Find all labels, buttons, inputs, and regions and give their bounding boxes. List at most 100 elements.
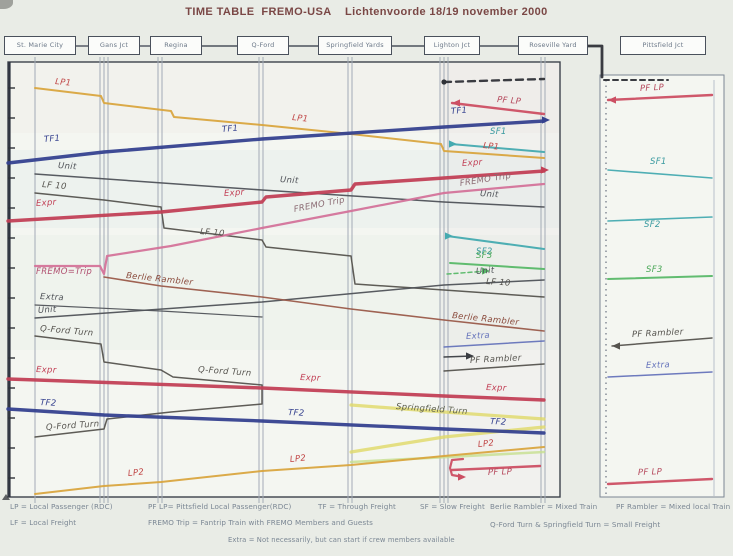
train-label-unit-2: Unit — [475, 265, 495, 277]
train-label-tf2: TF2 — [489, 417, 507, 428]
train-label-sf2-branch: SF2 — [644, 220, 661, 230]
legend-item: PF Rambler = Mixed local Train — [616, 502, 731, 511]
train-label-pf-lp-1: PF LP — [496, 95, 522, 108]
legend-item: LP = Local Passenger (RDC) — [10, 502, 113, 511]
train-arrow-sf3-start — [482, 267, 490, 275]
train-lf10 — [34, 192, 545, 298]
scan-tint — [9, 63, 559, 133]
train-label-expr-1: Expr — [35, 197, 57, 209]
train-label-lp1: LP1 — [482, 141, 500, 153]
station-box: Springfield Yards — [318, 36, 392, 55]
station-label: Springfield Yards — [326, 41, 384, 50]
legend-item: TF = Through Freight — [318, 502, 396, 511]
train-label-fremo-trip: FREMO=Trip — [36, 267, 93, 277]
scan-corner-mark — [2, 494, 10, 500]
train-sf3-branch — [607, 275, 713, 280]
train-label-lp2: LP2 — [477, 438, 495, 450]
train-label-lf10: LF 10 — [41, 180, 68, 193]
train-label-pf-lp-branch-2: PF LP — [637, 467, 663, 478]
train-label-expr-2: Expr — [299, 373, 321, 384]
train-label-tf2: TF2 — [39, 398, 57, 409]
train-arrow-pf-lp-2-hook — [458, 473, 466, 481]
train-label-tf1: TF1 — [43, 133, 61, 145]
page-title: TIME TABLE FREMO-USA Lichtenvoorde 18/19… — [185, 6, 548, 18]
train-sf2-branch — [607, 216, 713, 222]
train-label-unit-1: Unit — [279, 175, 299, 187]
legend-item: PF LP= Pittsfield Local Passenger(RDC) — [148, 502, 292, 511]
train-label-lp2: LP2 — [289, 453, 307, 465]
train-label-sf1-main: SF1 — [490, 127, 507, 137]
station-box: Pittsfield Jct — [620, 36, 706, 55]
train-lp1 — [34, 87, 545, 159]
train-pf-lp-branch-2 — [606, 477, 714, 486]
legend-item: Q-Ford Turn & Springfield Turn = Small F… — [490, 520, 661, 529]
train-pf-rambler-branch — [611, 337, 713, 347]
station-label: Regina — [164, 41, 188, 50]
train-label-unit-2: Unit — [37, 304, 57, 316]
train-springfield-turn-a — [349, 403, 546, 421]
train-tf1 — [6, 119, 546, 165]
train-light-engine — [442, 77, 546, 84]
legend-item: Extra = Not necessarily, but can start i… — [228, 536, 455, 544]
train-pf-rambler-main — [443, 363, 545, 372]
station-box: Regina — [150, 36, 202, 55]
station-label: Gans Jct — [99, 41, 129, 50]
train-label-expr-1: Expr — [223, 187, 245, 199]
station-box: Lighton Jct — [424, 36, 480, 55]
train-arrow-pf-lp-1 — [452, 99, 460, 107]
train-arrow-pf-lp-branch-1 — [608, 96, 616, 104]
branch-panel — [599, 74, 725, 498]
train-sf1-branch — [607, 169, 713, 179]
train-label-extra-lighton: Extra — [465, 330, 491, 342]
train-label-sf1-branch: SF1 — [650, 157, 667, 167]
train-label-lp1: LP1 — [291, 113, 309, 125]
train-label-unit-1: Unit — [479, 189, 499, 201]
train-label-lp1: LP1 — [54, 77, 72, 89]
legend-item: SF = Slow Freight — [420, 502, 485, 511]
train-pf-lp-1 — [450, 101, 546, 116]
train-expr-2 — [6, 377, 546, 402]
station-box: St. Marie City — [4, 36, 76, 55]
train-label-extra-branch: Extra — [645, 360, 671, 371]
train-arrow-sf2-main — [445, 232, 453, 240]
train-dot-light-engine — [441, 79, 447, 85]
train-pf-lp-branch-1 — [606, 93, 714, 102]
legend-item: Berlie Rambler = Mixed Train — [490, 502, 598, 511]
train-label-expr-1: Expr — [461, 157, 483, 169]
train-arrow-sf1-main — [449, 140, 457, 148]
scan-smudge — [0, 0, 13, 9]
train-extra-branch — [607, 371, 713, 378]
train-label-unit-1: Unit — [57, 161, 77, 173]
train-label-sf2-main: SF2 — [476, 247, 493, 257]
station-label: St. Marie City — [16, 41, 64, 50]
train-yard-link — [586, 44, 604, 79]
train-label-expr-2: Expr — [35, 365, 57, 376]
train-arrow-tf1 — [542, 116, 550, 124]
train-arrow-roseville-arrow — [466, 352, 474, 360]
station-box: Roseville Yard — [518, 36, 588, 55]
train-berlie-rambler — [103, 276, 545, 332]
station-label: Lighton Jct — [433, 41, 471, 50]
train-pf-lp-2 — [450, 464, 542, 472]
train-label-sf3-branch: SF3 — [646, 265, 663, 275]
station-box: Gans Jct — [88, 36, 140, 55]
train-extra-west — [34, 304, 263, 318]
train-label-tf1: TF1 — [221, 123, 239, 135]
station-label: Q-Ford — [251, 41, 275, 50]
train-tf2 — [6, 407, 546, 435]
train-lp2 — [34, 446, 545, 495]
station-label: Pittsfield Jct — [642, 41, 684, 50]
scan-tint — [9, 235, 559, 350]
train-sf1-main — [450, 143, 545, 153]
train-extra-lighton — [443, 340, 545, 348]
train-expr-1 — [6, 169, 546, 223]
train-label-pf-lp-2: PF LP — [487, 467, 513, 478]
train-label-sf3-main: SF3 — [476, 251, 493, 261]
train-label-lf10: LF 10 — [199, 227, 226, 240]
train-label-lp2: LP2 — [127, 467, 145, 479]
train-arrow-expr-1 — [541, 166, 549, 174]
train-q-ford-turn — [34, 335, 263, 438]
train-arrow-pf-rambler-branch — [612, 342, 620, 350]
